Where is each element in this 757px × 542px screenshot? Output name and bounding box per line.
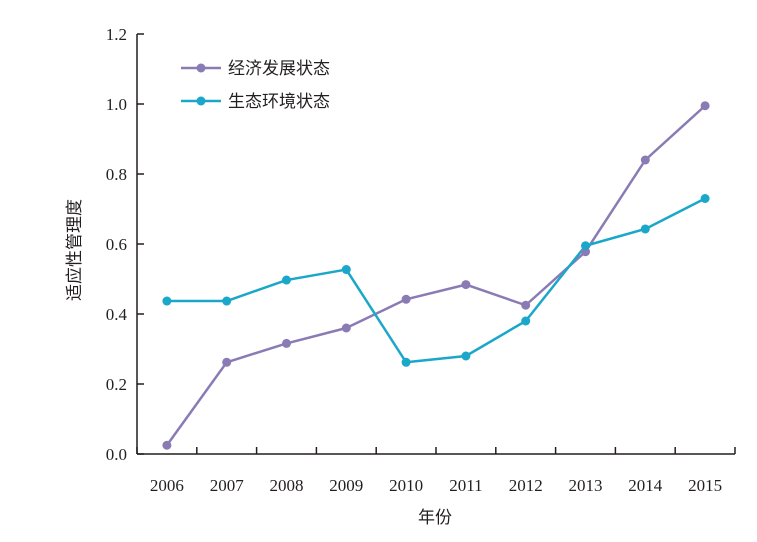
series-2-point: [521, 316, 531, 326]
series-1-point: [162, 440, 172, 450]
legend-swatch-marker: [196, 96, 206, 106]
x-axis-ticks: 2006 2007 2008 2009 2010 2011 2012 2013 2014 2015: [136, 447, 736, 495]
y-tick-label: 0.6: [106, 235, 127, 254]
x-tick-label: 2009: [329, 476, 363, 495]
series-1-point: [640, 155, 650, 165]
series-line-1: [165, 104, 706, 446]
x-tick-label: 2010: [389, 476, 423, 495]
series-2-point: [700, 194, 710, 203]
y-tick-label: 0.2: [106, 375, 127, 394]
series-2-point: [401, 357, 411, 367]
x-tick-label: 2011: [449, 476, 482, 495]
y-tick-label: 0.0: [106, 445, 127, 464]
series-layer: [162, 101, 710, 450]
x-tick-label: 2015: [688, 476, 722, 495]
series-line-2: [166, 197, 706, 364]
series-2-point: [461, 351, 471, 361]
legend-item-2: 生态环境状态: [181, 92, 330, 112]
series-2-point: [282, 275, 291, 285]
series-1-point: [282, 338, 291, 348]
x-tick-label: 2006: [150, 476, 184, 495]
series-2-point: [581, 241, 590, 251]
legend-label: 生态环境状态: [228, 92, 330, 112]
series-1-point: [222, 357, 232, 367]
y-axis-ticks: 0.0 0.2 0.4 0.6 0.8 1.0 1.2: [106, 25, 144, 464]
legend-item-1: 经济发展状态: [181, 59, 330, 79]
series-2-point: [222, 296, 232, 306]
y-axis-title: 适应性管理度: [65, 199, 85, 301]
series-1-point: [461, 280, 471, 290]
series-1-point: [401, 294, 411, 304]
x-tick-label: 2007: [210, 476, 245, 495]
legend-label: 经济发展状态: [228, 59, 330, 79]
y-tick-label: 0.8: [106, 165, 127, 184]
y-tick-label: 1.0: [106, 95, 127, 114]
legend-swatch-marker: [196, 63, 206, 73]
x-axis-title: 年份: [418, 508, 452, 528]
series-2-point: [640, 224, 650, 234]
x-tick-label: 2013: [569, 476, 603, 495]
series-2-point: [341, 265, 351, 275]
x-tick-label: 2008: [270, 476, 304, 495]
y-tick-label: 1.2: [106, 25, 127, 44]
axes: [136, 34, 735, 455]
y-tick-label: 0.4: [106, 305, 128, 324]
x-tick-label: 2014: [628, 476, 663, 495]
series-2-point: [162, 296, 172, 306]
series-1-point: [341, 323, 351, 333]
series-1-point: [700, 101, 710, 111]
series-1-point: [521, 300, 531, 310]
x-tick-label: 2012: [509, 476, 543, 495]
